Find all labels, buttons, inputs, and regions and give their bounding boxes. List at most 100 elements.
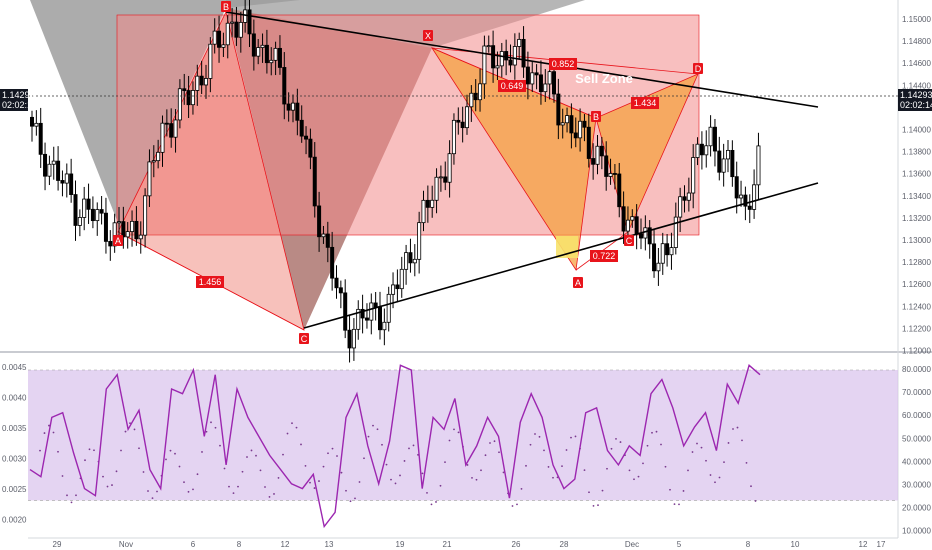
osc-dot bbox=[619, 441, 622, 443]
candle-body bbox=[682, 196, 687, 201]
osc-dot bbox=[466, 464, 469, 466]
candle-body bbox=[382, 321, 387, 331]
candle-body bbox=[286, 103, 291, 111]
osc-dot bbox=[421, 472, 424, 475]
candle-body bbox=[395, 284, 400, 290]
candle-body bbox=[247, 9, 252, 35]
candle-body bbox=[295, 102, 300, 121]
candle-body bbox=[673, 216, 678, 248]
candle-body bbox=[499, 51, 504, 67]
candle-body bbox=[625, 219, 630, 232]
osc-dot bbox=[187, 490, 190, 493]
osc-dot bbox=[687, 469, 689, 472]
candle-body bbox=[290, 102, 295, 111]
time-tick-label: 5 bbox=[677, 540, 682, 549]
osc-dot bbox=[313, 487, 316, 489]
candle-body bbox=[360, 308, 365, 319]
candle-body bbox=[417, 222, 422, 260]
candle-body bbox=[369, 302, 374, 321]
osc-dot bbox=[529, 443, 532, 446]
right-countdown-text: 02:02:14 bbox=[900, 100, 932, 110]
osc-dot bbox=[601, 489, 604, 492]
candle-body bbox=[317, 205, 322, 238]
candle-body bbox=[743, 194, 748, 207]
osc-dot bbox=[183, 481, 185, 484]
osc-dot bbox=[489, 442, 491, 444]
candle-body bbox=[747, 205, 752, 210]
osc-dot bbox=[673, 503, 676, 506]
osc-dot bbox=[43, 432, 46, 434]
osc-dot bbox=[277, 477, 280, 479]
osc-dot bbox=[354, 497, 356, 500]
candle-body bbox=[195, 75, 200, 91]
osc-left-tick: 0.0025 bbox=[2, 485, 27, 494]
candle-body bbox=[356, 308, 361, 330]
candle-body bbox=[325, 233, 330, 248]
ratio-badge bbox=[549, 58, 577, 70]
pattern-point-badge bbox=[113, 235, 123, 246]
candle-body bbox=[169, 123, 174, 138]
candle-body bbox=[552, 71, 557, 95]
price-tick-label: 1.13600 bbox=[902, 170, 931, 179]
pattern-point-badge bbox=[299, 333, 309, 344]
price-tick-label: 1.12000 bbox=[902, 347, 931, 356]
candle-body bbox=[151, 160, 156, 163]
osc-dot bbox=[502, 471, 505, 474]
candle-body bbox=[525, 66, 530, 85]
candle-body bbox=[308, 138, 313, 158]
candle-body bbox=[591, 158, 596, 165]
osc-dot bbox=[48, 424, 50, 427]
pattern-point-label: A bbox=[115, 236, 121, 246]
candle-body bbox=[712, 126, 717, 152]
candle-body bbox=[504, 51, 509, 61]
time-tick-label: 12 bbox=[859, 540, 868, 549]
candle-body bbox=[534, 72, 539, 76]
osc-dot bbox=[408, 447, 410, 450]
osc-right-tick: 30.0000 bbox=[902, 481, 931, 490]
osc-dot bbox=[300, 443, 302, 446]
candle-body bbox=[443, 176, 448, 183]
candle-body bbox=[56, 160, 61, 181]
candle-body bbox=[95, 209, 100, 222]
osc-dot bbox=[336, 455, 338, 457]
osc-dot bbox=[246, 456, 248, 458]
ratio-badge bbox=[631, 97, 659, 109]
candle-body bbox=[34, 122, 39, 127]
candle-body bbox=[134, 220, 139, 240]
osc-dot bbox=[322, 465, 325, 468]
candle-body bbox=[408, 252, 413, 264]
ratio-badge bbox=[498, 80, 526, 92]
osc-dot bbox=[291, 422, 293, 425]
osc-dot bbox=[381, 443, 383, 446]
osc-dot bbox=[651, 431, 653, 434]
osc-dot bbox=[570, 436, 572, 439]
osc-dot bbox=[138, 447, 140, 450]
osc-right-tick: 70.0000 bbox=[902, 388, 931, 397]
candle-body bbox=[299, 119, 304, 137]
osc-dot bbox=[304, 464, 307, 467]
osc-dot bbox=[511, 505, 514, 507]
osc-dot bbox=[286, 432, 289, 435]
osc-dot bbox=[439, 484, 442, 487]
candle-body bbox=[756, 145, 761, 186]
candle-body bbox=[208, 43, 213, 79]
candle-body bbox=[469, 92, 474, 108]
candle-body bbox=[404, 252, 409, 270]
osc-dot bbox=[597, 504, 599, 507]
ratio-label: 1.456 bbox=[199, 277, 222, 287]
left-countdown-text: 02:02:14 bbox=[2, 100, 37, 110]
osc-dot bbox=[412, 444, 415, 447]
osc-dot bbox=[228, 485, 230, 488]
pattern-point-badge bbox=[624, 235, 634, 246]
candle-body bbox=[386, 293, 391, 323]
osc-dot bbox=[520, 487, 523, 490]
osc-dot bbox=[372, 424, 374, 427]
osc-dot bbox=[250, 449, 253, 452]
osc-dot bbox=[745, 461, 748, 464]
osc-dots-group bbox=[39, 421, 757, 507]
osc-dot bbox=[84, 459, 86, 462]
osc-dot bbox=[705, 459, 707, 462]
candle-body bbox=[634, 216, 639, 235]
candle-body bbox=[699, 143, 704, 156]
osc-dot bbox=[403, 460, 406, 462]
